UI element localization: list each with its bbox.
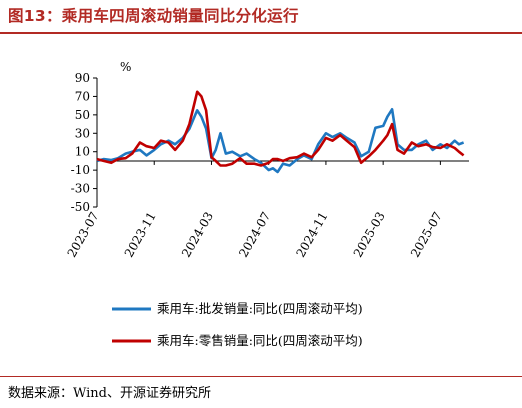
legend-label-retail: 乘用车:零售销量:同比(四周滚动平均) xyxy=(157,333,363,348)
title-rule xyxy=(0,32,522,34)
figure-title: 图13：乘用车四周滚动销量同比分化运行 xyxy=(8,7,299,25)
x-tick-label: 2024-11 xyxy=(293,210,330,260)
y-unit-label: % xyxy=(120,60,131,74)
series-line-retail xyxy=(96,90,465,167)
y-tick-label: 10 xyxy=(75,145,90,159)
footer-rule xyxy=(0,376,522,377)
y-tick-label: 70 xyxy=(75,89,90,103)
x-tick-label: 2024-03 xyxy=(179,210,216,260)
y-tick-label: 50 xyxy=(75,108,90,122)
x-tick-label: 2023-11 xyxy=(122,210,159,260)
line-chart: % 90 70 50 30 10 -10 -30 -50 2023-07 2023-11 2024… xyxy=(65,60,469,348)
y-ticks: 90 70 50 30 10 -10 -30 -50 xyxy=(71,71,97,214)
legend-label-wholesale: 乘用车:批发销量:同比(四周滚动平均) xyxy=(157,301,363,316)
x-tick-label: 2024-07 xyxy=(236,210,273,260)
y-tick-label: -50 xyxy=(71,200,90,214)
x-ticks: 2023-07 2023-11 2024-03 2024-07 2024-11 2025-… xyxy=(65,160,445,260)
y-tick-label: -10 xyxy=(71,163,90,177)
source-note: 数据来源：Wind、开源证券研究所 xyxy=(8,386,211,401)
x-tick-label: 2023-07 xyxy=(65,210,102,260)
y-tick-label: 30 xyxy=(75,126,90,140)
x-tick-label: 2025-03 xyxy=(351,210,388,260)
series-layer xyxy=(96,90,465,174)
series-line-wholesale xyxy=(96,108,465,174)
x-tick-label: 2025-07 xyxy=(408,210,445,260)
y-tick-label: 90 xyxy=(75,71,90,85)
y-tick-label: -30 xyxy=(71,182,90,196)
